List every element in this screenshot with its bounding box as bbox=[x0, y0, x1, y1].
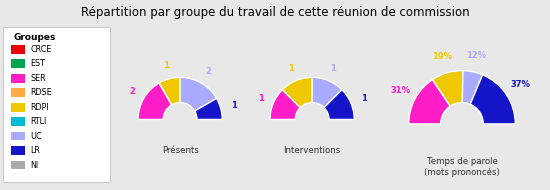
Wedge shape bbox=[138, 83, 172, 120]
Text: 1: 1 bbox=[231, 101, 236, 110]
Wedge shape bbox=[180, 77, 217, 111]
Text: Groupes: Groupes bbox=[13, 33, 56, 42]
Wedge shape bbox=[324, 90, 354, 120]
Text: 2: 2 bbox=[129, 87, 135, 96]
Text: 37%: 37% bbox=[510, 80, 531, 89]
Text: LR: LR bbox=[31, 146, 41, 155]
FancyBboxPatch shape bbox=[12, 117, 25, 126]
Wedge shape bbox=[312, 77, 342, 108]
Text: RDSE: RDSE bbox=[31, 88, 52, 97]
Text: Interventions: Interventions bbox=[283, 146, 341, 154]
FancyBboxPatch shape bbox=[12, 103, 25, 112]
Text: Présents: Présents bbox=[162, 146, 199, 154]
Wedge shape bbox=[409, 80, 450, 124]
Wedge shape bbox=[463, 71, 482, 104]
Text: Temps de parole
(mots prononcés): Temps de parole (mots prononcés) bbox=[424, 157, 500, 177]
FancyBboxPatch shape bbox=[12, 146, 25, 155]
Text: 1: 1 bbox=[163, 61, 169, 70]
Text: SER: SER bbox=[31, 74, 46, 83]
Text: 12%: 12% bbox=[466, 51, 486, 60]
Text: NI: NI bbox=[31, 161, 38, 170]
FancyBboxPatch shape bbox=[12, 88, 25, 97]
Wedge shape bbox=[470, 75, 515, 124]
FancyBboxPatch shape bbox=[12, 132, 25, 140]
Wedge shape bbox=[270, 90, 300, 120]
Text: 2: 2 bbox=[205, 67, 211, 76]
Text: Répartition par groupe du travail de cette réunion de commission: Répartition par groupe du travail de cet… bbox=[81, 6, 469, 19]
FancyBboxPatch shape bbox=[12, 161, 25, 169]
Wedge shape bbox=[159, 77, 180, 105]
Wedge shape bbox=[432, 71, 463, 106]
Text: 1: 1 bbox=[331, 64, 337, 73]
Text: 31%: 31% bbox=[390, 86, 410, 95]
Text: RDPI: RDPI bbox=[31, 103, 50, 112]
FancyBboxPatch shape bbox=[12, 45, 25, 54]
Text: 1: 1 bbox=[288, 64, 294, 73]
Wedge shape bbox=[282, 77, 312, 108]
FancyBboxPatch shape bbox=[12, 59, 25, 68]
Text: CRCE: CRCE bbox=[31, 45, 52, 54]
Text: 1: 1 bbox=[258, 94, 263, 103]
FancyBboxPatch shape bbox=[12, 74, 25, 82]
Wedge shape bbox=[195, 98, 222, 120]
FancyBboxPatch shape bbox=[3, 27, 110, 182]
Text: 1: 1 bbox=[361, 94, 366, 103]
Text: 19%: 19% bbox=[432, 52, 452, 61]
Text: EST: EST bbox=[31, 59, 46, 68]
Text: RTLI: RTLI bbox=[31, 117, 47, 126]
Text: UC: UC bbox=[31, 132, 42, 141]
